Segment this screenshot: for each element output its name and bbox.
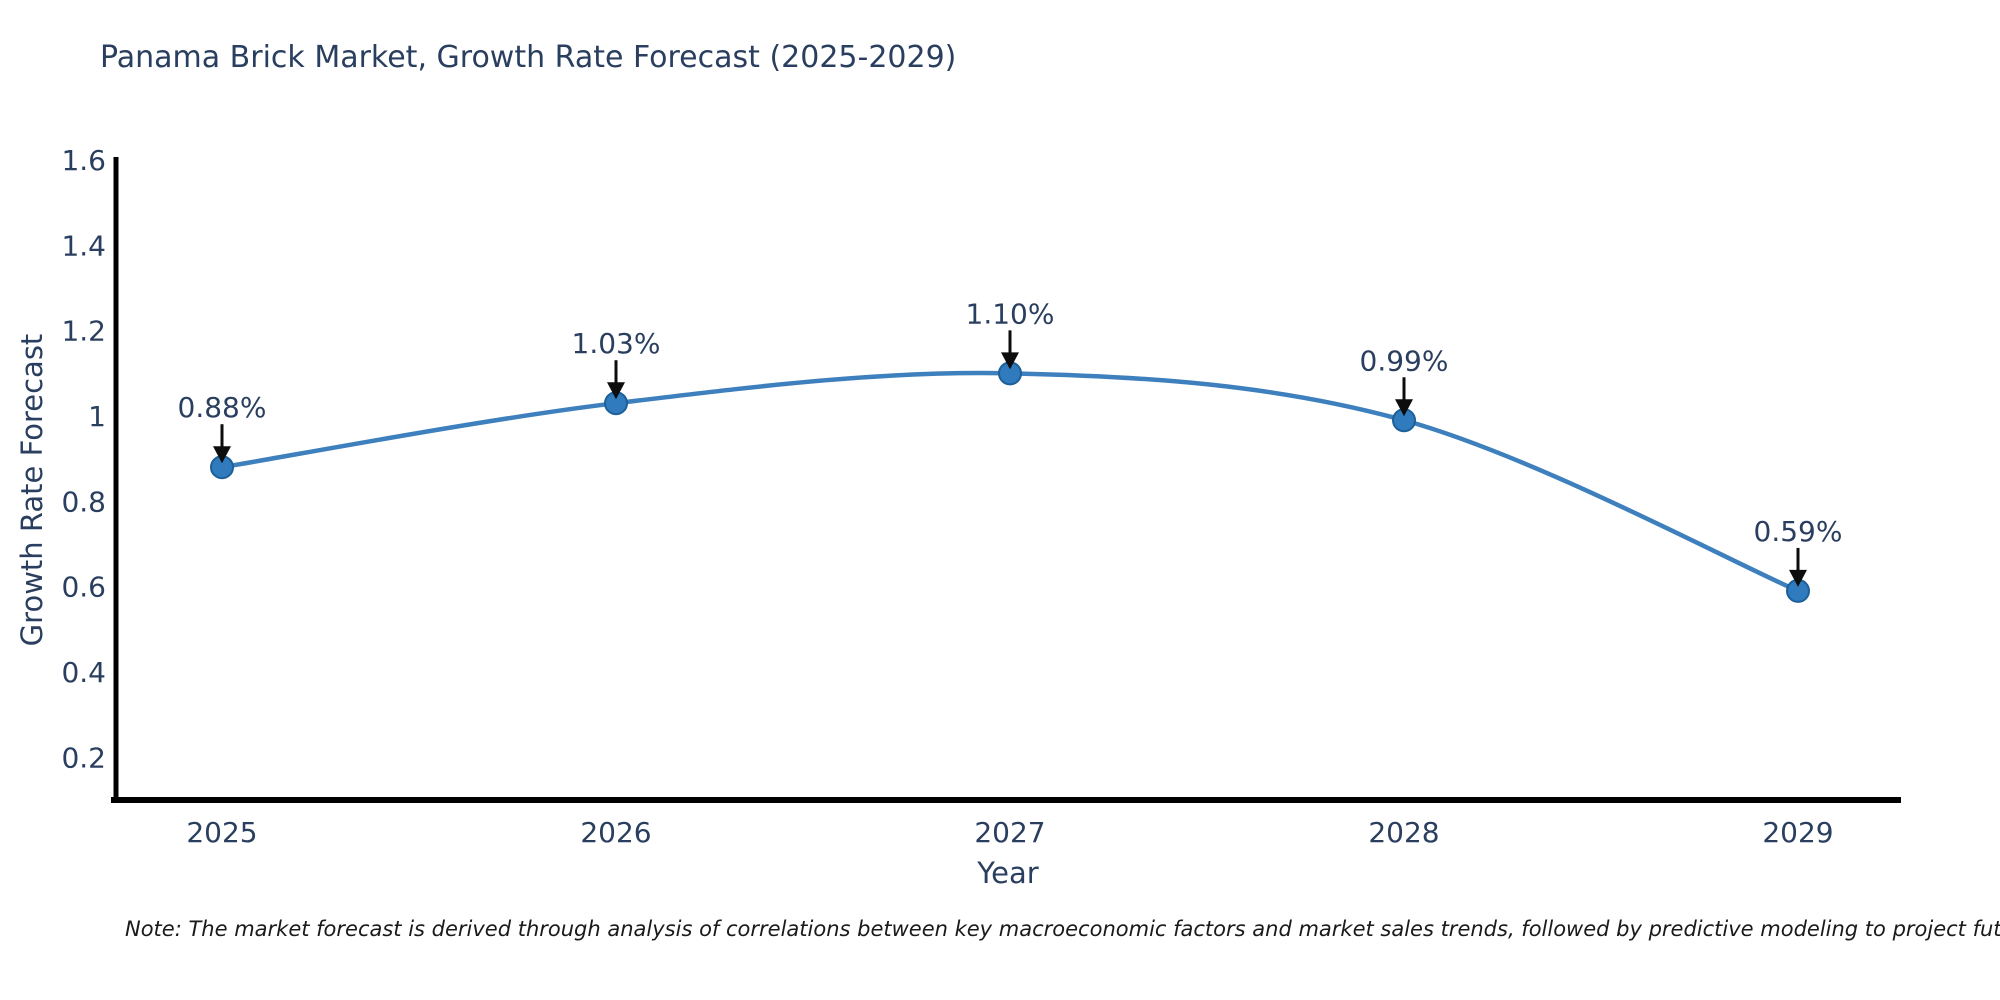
annotation-arrowhead xyxy=(1789,569,1807,587)
y-tick-label: 0.6 xyxy=(61,571,106,604)
data-point-label: 0.59% xyxy=(1754,515,1843,548)
annotation-arrowhead xyxy=(1395,399,1413,417)
x-tick-label: 2026 xyxy=(580,816,651,849)
chart-title: Panama Brick Market, Growth Rate Forecas… xyxy=(100,40,957,75)
footnote: Note: The market forecast is derived thr… xyxy=(125,917,2000,941)
y-tick-label: 0.8 xyxy=(61,485,106,518)
y-tick-label: 0.2 xyxy=(61,741,106,774)
annotation-arrowhead xyxy=(607,382,625,400)
data-point-label: 1.10% xyxy=(966,297,1055,330)
data-point-label: 1.03% xyxy=(572,327,661,360)
y-tick-label: 1.4 xyxy=(61,229,106,262)
annotation-arrowhead xyxy=(213,446,231,464)
y-tick-label: 1 xyxy=(88,400,106,433)
y-tick-label: 1.2 xyxy=(61,315,106,348)
x-tick-label: 2025 xyxy=(186,816,257,849)
x-tick-label: 2027 xyxy=(974,816,1045,849)
data-point-label: 0.88% xyxy=(178,391,267,424)
x-tick-label: 2029 xyxy=(1762,816,1833,849)
x-axis-title: Year xyxy=(977,856,1039,890)
y-tick-label: 1.6 xyxy=(61,144,106,177)
data-point-label: 0.99% xyxy=(1360,344,1449,377)
x-tick-label: 2028 xyxy=(1368,816,1439,849)
trend-line xyxy=(219,370,1801,594)
y-tick-label: 0.4 xyxy=(61,656,106,689)
annotation-arrowhead xyxy=(1001,352,1019,370)
